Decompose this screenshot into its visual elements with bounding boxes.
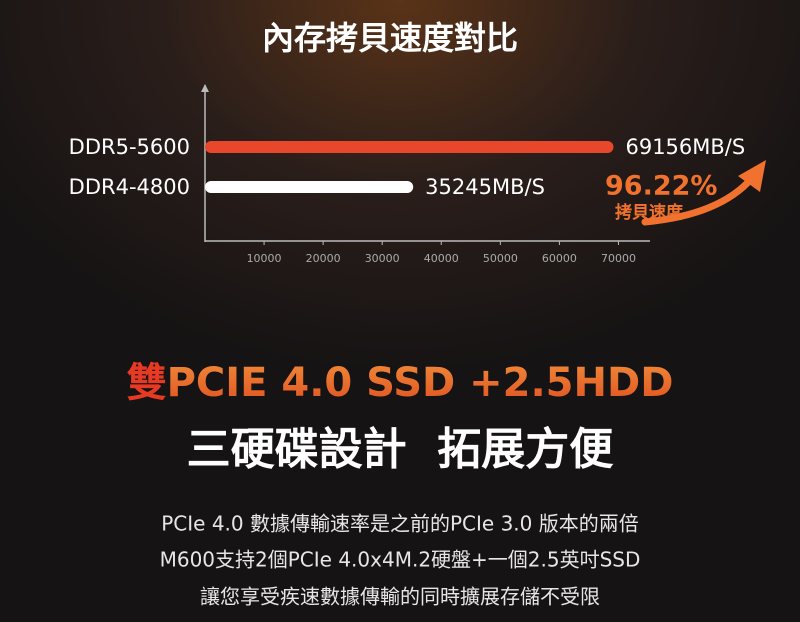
bar — [205, 181, 414, 193]
headline-title: PCIE 4.0 SSD +2.5HDD — [167, 360, 674, 406]
x-tick-label: 50000 — [483, 252, 518, 265]
arrow — [641, 174, 756, 226]
category-label: DDR5-5600 — [69, 135, 190, 159]
subtitle: 三硬碟設計 拓展方便 — [187, 424, 615, 475]
body-line: 讓您享受疾速數據傳輸的同時擴展存儲不受限 — [200, 585, 600, 609]
bar — [205, 141, 614, 153]
category-label: DDR4-4800 — [69, 175, 190, 199]
x-tick-label: 40000 — [424, 252, 459, 265]
x-tick-label: 70000 — [601, 252, 636, 265]
annotation: 96.22% — [605, 171, 717, 202]
x-tick-label: 30000 — [365, 252, 400, 265]
chart-title: 內存拷貝速度對比 — [262, 19, 518, 57]
axis-arrow — [201, 84, 209, 92]
headline: 雙PCIE 4.0 SSD +2.5HDD — [127, 360, 674, 406]
body-line: PCIe 4.0 數據傳輸速率是之前的PCIe 3.0 版本的兩倍 — [161, 512, 639, 536]
x-tick-label: 20000 — [306, 252, 341, 265]
value-label: 69156MB/S — [625, 135, 745, 159]
arrow-head — [738, 160, 766, 192]
body-line: M600支持2個PCIe 4.0x4M.2硬盤+一個2.5英吋SSD — [160, 548, 641, 572]
x-tick-label: 60000 — [542, 252, 577, 265]
value-label: 35245MB/S — [425, 175, 545, 199]
headline-highlight: 雙 — [127, 360, 167, 406]
x-tick-label: 10000 — [247, 252, 282, 265]
